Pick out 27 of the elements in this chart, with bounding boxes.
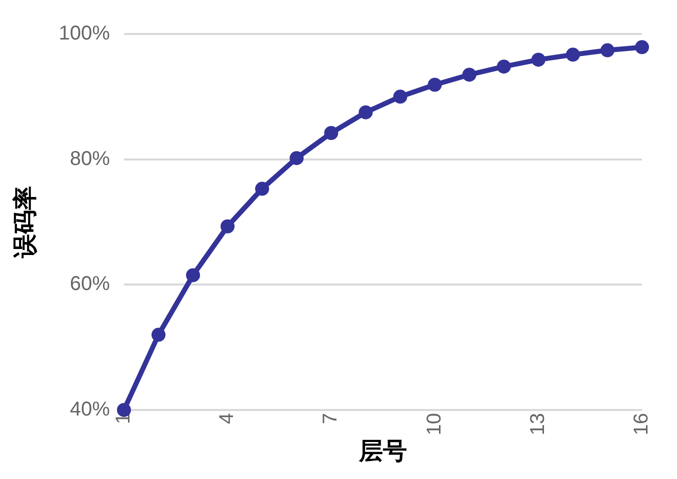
point [220,219,235,234]
y-tick-label: 80% [70,148,110,170]
point [635,40,649,54]
x-tick-label: 7 [320,412,342,424]
point [462,68,476,82]
point [255,182,270,196]
point [290,151,304,166]
x-tick-label: 10 [423,412,446,436]
point [358,105,373,120]
x-tick-label: 4 [216,412,238,424]
point [531,52,546,67]
point [151,328,166,342]
point [393,90,408,104]
point [566,48,580,62]
x-tick-label: 1 [112,412,134,424]
x-tick-label: 13 [526,412,549,436]
x-tick-label: 16 [630,412,653,436]
x-axis-title: 层号 [358,438,407,466]
point [324,126,338,140]
y-tick-label: 60% [70,273,110,296]
point [496,60,511,74]
point [428,78,442,92]
y-tick-label: 100% [58,22,110,45]
y-tick-label: 40% [70,398,110,420]
point [186,268,200,282]
y-axis-title: 误码率 [12,186,40,259]
point [600,43,614,58]
